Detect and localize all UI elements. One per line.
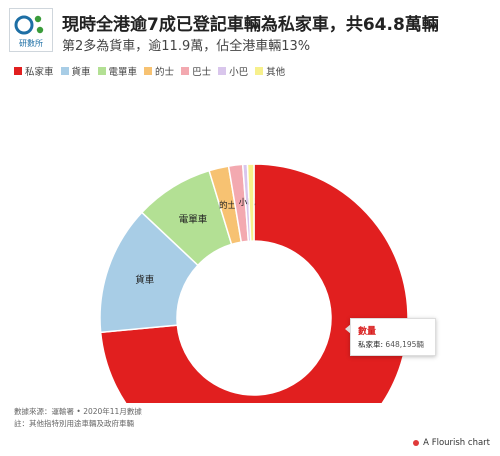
logo-text: 研數所	[19, 39, 43, 48]
slice-label: 小巴	[239, 197, 257, 208]
legend-item[interactable]: 私家車	[14, 64, 54, 78]
note-text: 註：其他指特別用途車輛及政府車輛	[14, 419, 134, 428]
legend-label: 私家車	[25, 67, 54, 78]
legend-item[interactable]: 小巴	[218, 64, 248, 78]
chart-title: 現時全港逾7成已登記車輛為私家車，共64.8萬輛	[62, 15, 439, 35]
legend-item[interactable]: 巴士	[181, 64, 211, 78]
legend-label: 巴士	[192, 67, 212, 78]
flourish-brand[interactable]: A Flourish chart	[413, 438, 490, 448]
slice-label: 電單車	[179, 213, 208, 225]
legend-swatch	[255, 67, 264, 75]
flourish-logo-icon	[413, 440, 420, 446]
legend-swatch	[60, 67, 69, 75]
legend-item[interactable]: 電單車	[97, 64, 138, 78]
donut-slice[interactable]	[99, 163, 409, 403]
tooltip-value: 648,195輛	[385, 340, 424, 349]
donut-slice[interactable]	[246, 163, 255, 242]
legend-label: 的士	[155, 67, 175, 78]
tooltip-row: 私家車: 648,195輛	[358, 339, 428, 350]
slice-label: 貨車	[135, 274, 155, 286]
source-text: 數據來源：運輸署 • 2020年11月數據	[14, 407, 142, 416]
brand-text: A Flourish chart	[423, 438, 490, 448]
legend: 私家車 貨車 電單車 的士 巴士 小巴 其他	[14, 64, 285, 78]
legend-label: 貨車	[71, 67, 91, 78]
donut-chart: 私家車貨車電單車的士小巴	[99, 163, 409, 403]
legend-label: 電單車	[108, 67, 138, 78]
legend-item[interactable]: 貨車	[60, 64, 91, 78]
tooltip-title: 數量	[358, 327, 377, 337]
footnote: 數據來源：運輸署 • 2020年11月數據 註：其他指特別用途車輛及政府車輛	[14, 406, 142, 430]
legend-swatch	[181, 67, 190, 75]
legend-swatch	[218, 67, 227, 75]
tooltip-label: 私家車:	[358, 340, 384, 349]
legend-swatch	[14, 67, 22, 75]
legend-item[interactable]: 的士	[144, 64, 174, 78]
logo: 研數所	[9, 8, 53, 52]
logo-mark-icon	[14, 15, 44, 35]
legend-label: 小巴	[229, 67, 249, 78]
tooltip: 數量 私家車: 648,195輛	[345, 318, 436, 356]
legend-swatch	[144, 67, 153, 75]
chart-subtitle: 第2多為貨車，逾11.9萬，佔全港車輛13%	[62, 39, 311, 54]
legend-swatch	[97, 67, 106, 75]
legend-item[interactable]: 其他	[255, 64, 285, 78]
slice-label: 的士	[219, 200, 237, 211]
legend-label: 其他	[266, 67, 286, 78]
